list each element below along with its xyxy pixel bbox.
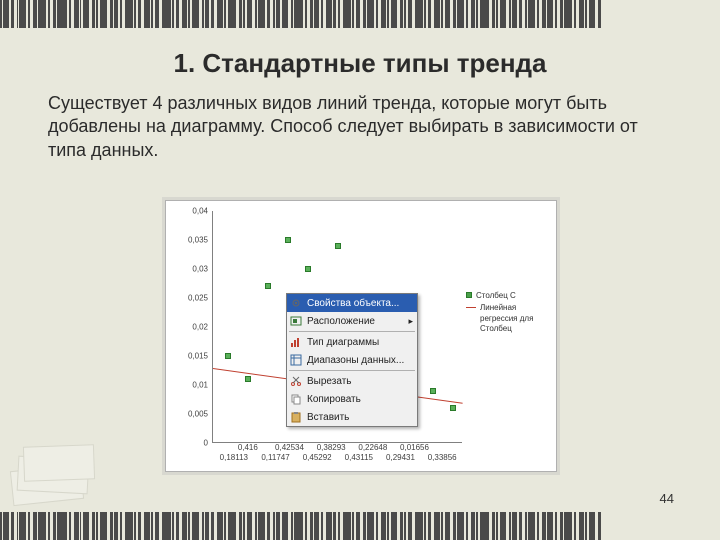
scatter-point	[305, 266, 311, 272]
y-tick-label: 0	[168, 439, 208, 448]
legend-line-icon	[466, 307, 476, 308]
context-menu-item[interactable]: Вырезать	[287, 372, 417, 390]
y-tick-label: 0,04	[168, 207, 208, 216]
submenu-arrow-icon: ▸	[408, 316, 413, 327]
context-menu-label: Вставить	[307, 412, 413, 423]
chart-container: 0 0,005 0,01 0,015 0,02 0,025 0,03 0,035 0,04 0,4…	[165, 200, 557, 472]
paste-icon	[289, 410, 303, 424]
context-menu-item[interactable]: Вставить	[287, 408, 417, 426]
context-menu-label: Вырезать	[307, 376, 413, 387]
legend-trend: Линейная регрессия для Столбец	[466, 303, 550, 334]
x-tick-label: 0,22648	[358, 443, 387, 452]
y-tick-label: 0,005	[168, 410, 208, 419]
y-tick-label: 0,015	[168, 352, 208, 361]
x-tick-label: 0,18113	[220, 453, 248, 462]
chart-legend: Столбец C Линейная регрессия для Столбец	[466, 291, 550, 337]
paper-stack-decoration	[8, 418, 108, 508]
context-menu-label: Копировать	[307, 394, 413, 405]
page-number: 44	[660, 491, 674, 506]
context-menu-item[interactable]: Свойства объекта...	[287, 294, 417, 312]
scatter-point	[335, 243, 341, 249]
chart-type-icon	[289, 335, 303, 349]
cut-icon	[289, 374, 303, 388]
scatter-point	[430, 388, 436, 394]
context-menu-label: Диапазоны данных...	[307, 355, 413, 366]
x-tick-label: 0,38293	[317, 443, 346, 452]
scatter-point	[245, 376, 251, 382]
context-menu-label: Свойства объекта...	[307, 298, 413, 309]
context-menu-item[interactable]: Расположение ▸	[287, 312, 417, 330]
context-menu-item[interactable]: Тип диаграммы	[287, 333, 417, 351]
x-tick-label: 0,29431	[386, 453, 415, 462]
legend-series: Столбец C	[466, 291, 550, 301]
slide-title: 1. Стандартные типы тренда	[0, 48, 720, 79]
context-menu-label: Расположение	[307, 316, 404, 327]
menu-separator	[289, 331, 415, 332]
x-tick-label: 0,11747	[261, 453, 289, 462]
context-menu-item[interactable]: Диапазоны данных...	[287, 351, 417, 369]
scatter-point	[225, 353, 231, 359]
x-tick-label: 0,416	[238, 443, 258, 452]
gear-icon	[289, 296, 303, 310]
x-tick-label: 0,45292	[303, 453, 332, 462]
x-tick-label: 0,42534	[275, 443, 304, 452]
x-tick-label: 0,43115	[345, 453, 373, 462]
legend-trend-label: Линейная регрессия для Столбец	[480, 303, 550, 334]
x-tick-label: 0,33856	[428, 453, 457, 462]
slide-body-text: Существует 4 различных видов линий тренд…	[48, 92, 672, 162]
layout-icon	[289, 314, 303, 328]
y-tick-label: 0,035	[168, 236, 208, 245]
copy-icon	[289, 392, 303, 406]
x-tick-label: 0,01656	[400, 443, 429, 452]
scatter-point	[265, 283, 271, 289]
y-tick-label: 0,01	[168, 381, 208, 390]
menu-separator	[289, 370, 415, 371]
y-tick-label: 0,02	[168, 323, 208, 332]
range-icon	[289, 353, 303, 367]
barcode-top	[0, 0, 720, 28]
legend-marker-icon	[466, 292, 472, 298]
legend-series-label: Столбец C	[476, 291, 516, 301]
scatter-point	[450, 405, 456, 411]
context-menu-item[interactable]: Копировать	[287, 390, 417, 408]
y-tick-label: 0,025	[168, 294, 208, 303]
context-menu-label: Тип диаграммы	[307, 337, 413, 348]
y-tick-label: 0,03	[168, 265, 208, 274]
barcode-bottom	[0, 512, 720, 540]
scatter-point	[285, 237, 291, 243]
context-menu: Свойства объекта... Расположение ▸ Тип диаг…	[286, 293, 418, 427]
